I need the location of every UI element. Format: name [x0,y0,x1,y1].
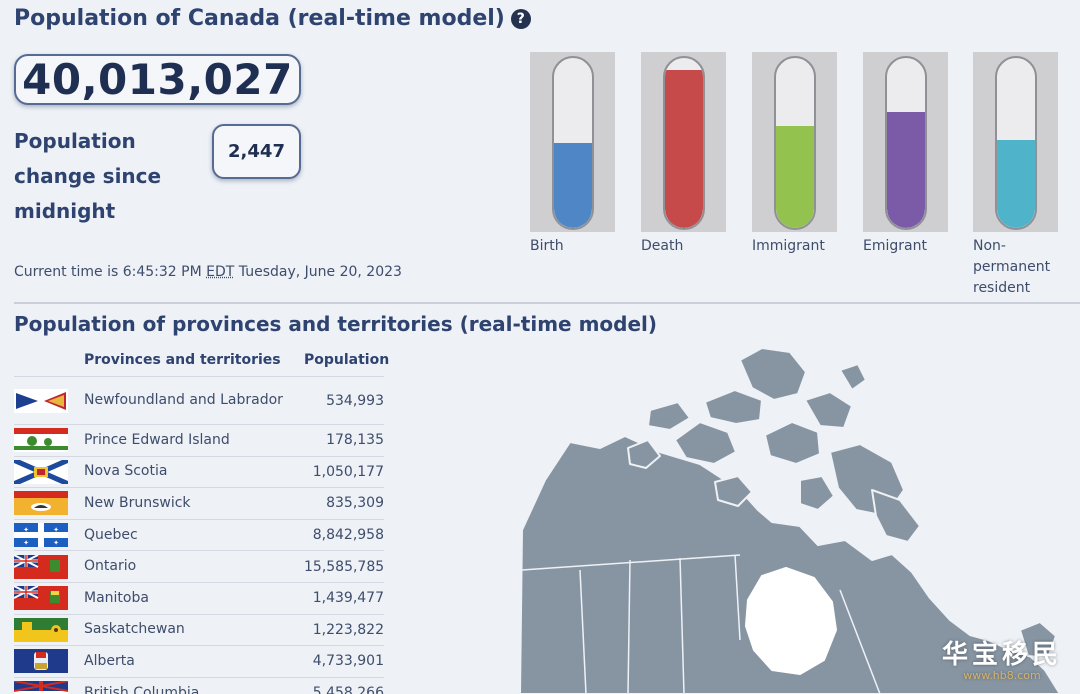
quebec-flag-icon: ✦ ✦ ✦ ✦ [14,523,68,548]
new-brunswick-flag-icon [14,491,68,516]
nova-scotia-flag-icon [14,459,68,484]
province-population: 4,733,901 [312,653,384,670]
tube-non-permanent-resident: Non-permanent resident [973,52,1058,299]
tube-label-emigrant: Emigrant [863,238,927,254]
tube-fill-non-permanent [997,139,1035,228]
page-title-text: Population of Canada (real-time model) [14,6,505,31]
table-row: British Columbia 5,458,266 [14,676,384,694]
province-name: Manitoba [84,589,149,606]
province-population: 178,135 [326,432,384,449]
alberta-flag-icon [14,649,68,674]
province-name: Saskatchewan [84,621,185,638]
province-population: 1,223,822 [312,621,384,638]
province-name: Quebec [84,526,138,543]
watermark-logo: 华宝移民 www.hb8.com [942,634,1062,682]
tube-fill-birth [554,143,592,228]
province-name: Prince Edward Island [84,431,230,448]
table-row: Nova Scotia 1,050,177 [14,455,384,488]
province-name: New Brunswick [84,494,191,511]
current-time-prefix: Current time is 6:45:32 PM [14,264,207,280]
newfoundland-flag-icon [14,388,68,413]
province-population: 835,309 [326,495,384,512]
current-time-suffix: Tuesday, June 20, 2023 [234,264,402,280]
watermark-url: www.hb8.com [963,669,1041,682]
provinces-table: Provinces and territories Population New… [14,344,390,694]
population-change-label: Population change since midnight [14,129,162,223]
section-divider [14,302,1080,304]
page-title: Population of Canada (real-time model) ? [14,6,531,31]
table-row: Prince Edward Island 178,135 [14,424,384,456]
table-row: Manitoba 1,439,477 [14,581,384,614]
manitoba-flag-icon [14,586,68,611]
province-name: Alberta [84,652,135,669]
tube-emigrant: Emigrant [863,52,948,257]
province-population: 1,439,477 [312,590,384,607]
province-population: 1,050,177 [312,463,384,480]
tube-label-non-permanent: Non-permanent resident [973,238,1051,296]
province-name: British Columbia [84,684,200,694]
ontario-flag-icon [14,554,68,579]
tube-fill-immigrant [776,126,814,228]
province-name: Nova Scotia [84,463,168,480]
tube-fill-emigrant [887,112,925,228]
table-row: Alberta 4,733,901 [14,645,384,677]
province-population: 534,993 [326,392,384,409]
bc-flag-icon [14,681,68,694]
tube-label-immigrant: Immigrant [752,238,825,254]
tube-fill-death [665,69,703,228]
tube-death: Death [641,52,726,257]
saskatchewan-flag-icon [14,617,68,642]
table-row: New Brunswick 835,309 [14,487,384,519]
column-header-name[interactable]: Provinces and territories [84,352,281,368]
tube-birth: Birth [530,52,615,257]
timezone-abbr[interactable]: EDT [206,264,235,280]
province-name: Ontario [84,558,137,575]
watermark-text: 华宝移民 [941,640,1062,670]
tube-label-birth: Birth [530,238,564,254]
tube-label-death: Death [641,238,684,254]
question-circle-icon[interactable]: ? [510,8,531,29]
tube-immigrant: Immigrant [752,52,837,257]
province-population: 5,458,266 [312,685,384,694]
svg-text:✦: ✦ [53,539,59,547]
table-header: Provinces and territories Population [14,344,390,376]
province-population: 15,585,785 [304,558,385,575]
svg-text:✦: ✦ [23,526,29,534]
svg-text:✦: ✦ [53,526,59,534]
canada-map-icon[interactable] [500,340,1080,694]
province-name: Newfoundland and Labrador [84,392,283,408]
table-row: Newfoundland and Labrador 534,993 [14,376,384,424]
pei-flag-icon [14,428,68,453]
current-time: Current time is 6:45:32 PM EDT Tuesday, … [14,264,402,280]
population-change-value: 2,447 [212,124,301,179]
provinces-title: Population of provinces and territories … [14,312,658,336]
table-row: ✦ ✦ ✦ ✦ Quebec 8,842,958 [14,518,384,551]
province-population: 8,842,958 [312,527,384,544]
table-row: Saskatchewan 1,223,822 [14,613,384,646]
table-row: Ontario 15,585,785 [14,550,384,582]
svg-text:✦: ✦ [23,539,29,547]
population-counter: 40,013,027 [14,54,301,105]
column-header-population[interactable]: Population [304,352,390,368]
